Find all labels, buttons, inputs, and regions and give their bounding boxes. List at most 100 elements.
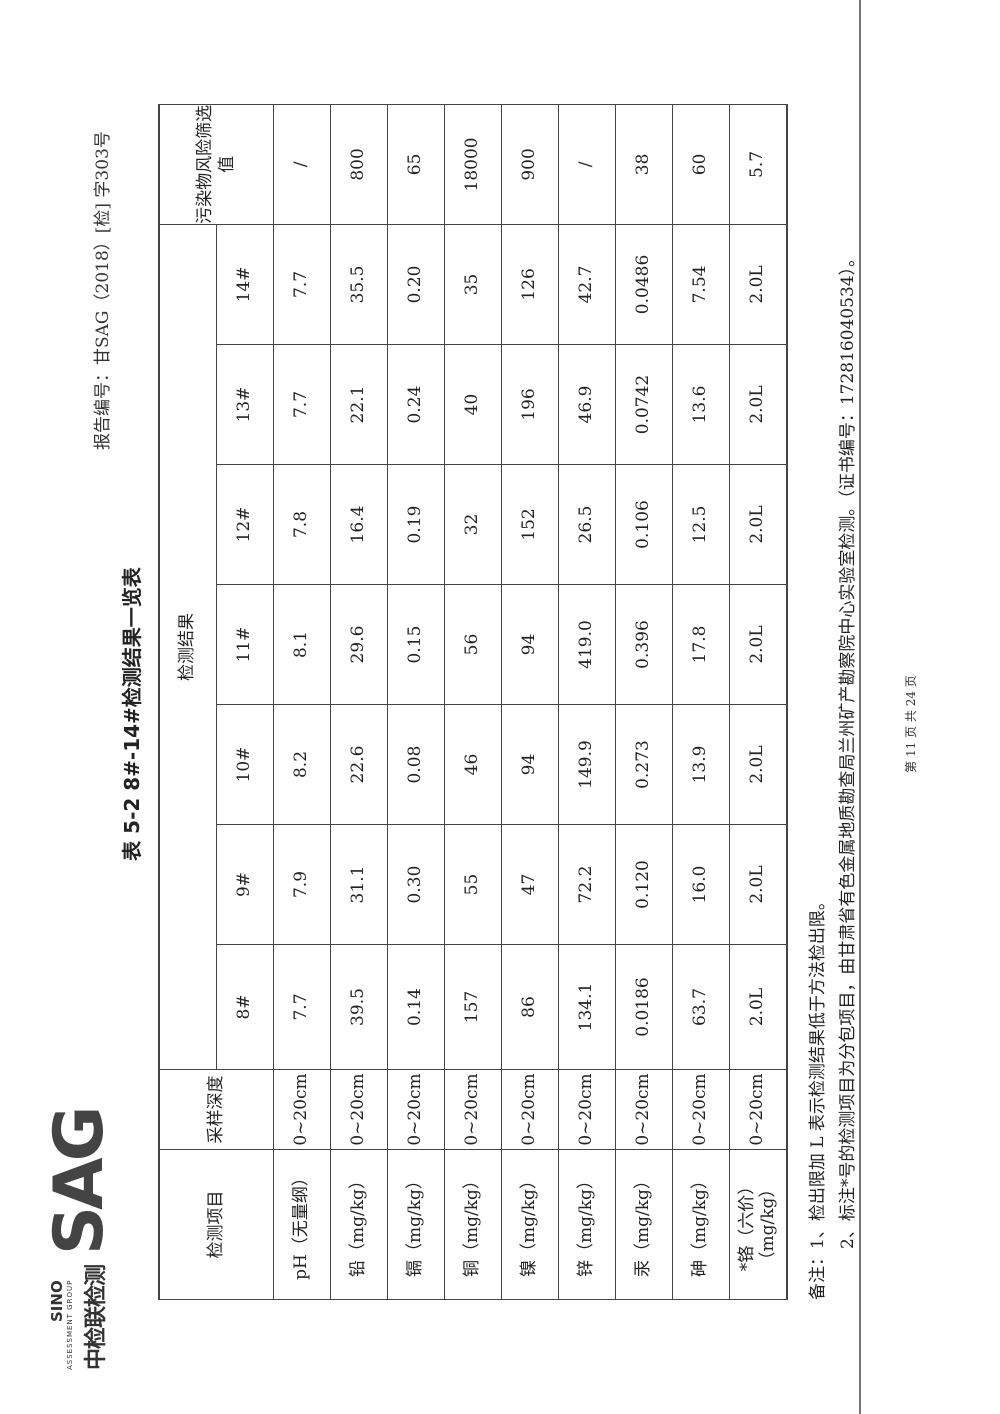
cell-value: 196: [501, 344, 559, 465]
logo-sag: SAG: [40, 1109, 119, 1255]
cell-value: 17.8: [672, 584, 730, 705]
cell-depth: 0~20cm: [615, 1069, 673, 1150]
cell-value: 12.5: [672, 464, 730, 585]
cell-depth: 0~20cm: [387, 1069, 445, 1150]
cell-value: 0.273: [615, 704, 673, 825]
company-logo: SINO ASSESSMENT GROUP 中检联检测 SAG: [40, 1080, 119, 1370]
cell-screening: 65: [387, 104, 445, 225]
cell-screening: 38: [615, 104, 673, 225]
cell-screening: 900: [501, 104, 559, 225]
logo-sino: SINO: [48, 1280, 66, 1322]
cell-screening: 18000: [444, 104, 502, 225]
cell-value: 0.106: [615, 464, 673, 585]
footer-divider: [859, 0, 861, 1414]
cell-value: 22.1: [330, 344, 388, 465]
table-row: 锌（mg/kg） 0~20cm 134.1 72.2 149.9 419.0 26.5 46.…: [558, 104, 616, 1300]
table-row: 汞（mg/kg） 0~20cm 0.0186 0.120 0.273 0.396 0.106…: [615, 104, 673, 1300]
cell-value: 46: [444, 704, 502, 825]
cell-value: 2.0L: [729, 584, 787, 705]
cell-value: 7.7: [273, 224, 331, 345]
header-item: 检测项目: [159, 1149, 274, 1300]
cell-depth: 0~20cm: [501, 1069, 559, 1150]
cell-value: 2.0L: [729, 224, 787, 345]
cell-value: 29.6: [330, 584, 388, 705]
cell-value: 16.4: [330, 464, 388, 585]
cell-value: 72.2: [558, 824, 616, 945]
cell-value: 152: [501, 464, 559, 585]
cell-screening: 60: [672, 104, 730, 225]
cell-value: 419.0: [558, 584, 616, 705]
cell-value: 2.0L: [729, 464, 787, 585]
cell-value: 13.6: [672, 344, 730, 465]
cell-value: 16.0: [672, 824, 730, 945]
cell-value: 157: [444, 944, 502, 1070]
header-sample: 13#: [216, 344, 274, 465]
cell-value: 0.396: [615, 584, 673, 705]
cell-depth: 0~20cm: [273, 1069, 331, 1150]
cell-value: 7.7: [273, 344, 331, 465]
cell-value: 86: [501, 944, 559, 1070]
table-row: 镍（mg/kg） 0~20cm 86 47 94 94 152 196 126 900: [501, 104, 559, 1300]
header-sample: 11#: [216, 584, 274, 705]
cell-value: 2.0L: [729, 344, 787, 465]
cell-value: 40: [444, 344, 502, 465]
cell-value: 94: [501, 584, 559, 705]
cell-item: 汞（mg/kg）: [615, 1149, 673, 1300]
cell-value: 0.0486: [615, 224, 673, 345]
cell-value: 0.0186: [615, 944, 673, 1070]
cell-value: 8.1: [273, 584, 331, 705]
header-screening: 污染物风险筛选值: [159, 104, 274, 225]
cell-item: 镉（mg/kg）: [387, 1149, 445, 1300]
cell-value: 35: [444, 224, 502, 345]
cell-depth: 0~20cm: [672, 1069, 730, 1150]
cell-value: 26.5: [558, 464, 616, 585]
cell-item: 砷（mg/kg）: [672, 1149, 730, 1300]
header-sample: 8#: [216, 944, 274, 1070]
note-2: 2、标注*号的检测项目为分包项目，由甘肃省有色金属地质勘查局兰州矿产勘察院中心实…: [838, 249, 858, 1300]
header-sample: 10#: [216, 704, 274, 825]
cell-value: 55: [444, 824, 502, 945]
cell-item: pH（无量纲）: [273, 1149, 331, 1300]
cell-screening: /: [558, 104, 616, 225]
page-number: 第 11 页 共 24 页: [904, 675, 918, 773]
cell-value: 31.1: [330, 824, 388, 945]
cell-value: 47: [501, 824, 559, 945]
cell-item: 铜（mg/kg）: [444, 1149, 502, 1300]
logo-group: ASSESSMENT GROUP: [66, 1279, 74, 1370]
table-row: *铬（六价）（mg/kg） 0~20cm 2.0L 2.0L 2.0L 2.0L 2.0L 2…: [729, 104, 787, 1300]
cell-value: 56: [444, 584, 502, 705]
cell-depth: 0~20cm: [330, 1069, 388, 1150]
cell-screening: 800: [330, 104, 388, 225]
cell-value: 7.9: [273, 824, 331, 945]
results-table: 检测项目 采样深度 检测结果 污染物风险筛选值 8# 9# 10# 11# 12# 13#…: [158, 103, 788, 1300]
table-row: 镉（mg/kg） 0~20cm 0.14 0.30 0.08 0.15 0.19 0.24 0.…: [387, 104, 445, 1300]
table-row: pH（无量纲） 0~20cm 7.7 7.9 8.2 8.1 7.8 7.7 7.7/: [273, 104, 331, 1300]
header-sample: 12#: [216, 464, 274, 585]
cell-value: 32: [444, 464, 502, 585]
cell-value: 0.30: [387, 824, 445, 945]
cell-value: 46.9: [558, 344, 616, 465]
cell-value: 42.7: [558, 224, 616, 345]
cell-value: 22.6: [330, 704, 388, 825]
cell-value: 39.5: [330, 944, 388, 1070]
cell-item: 镍（mg/kg）: [501, 1149, 559, 1300]
cell-item: 锌（mg/kg）: [558, 1149, 616, 1300]
table-row: 砷（mg/kg） 0~20cm 63.7 16.0 13.9 17.8 12.5 13.6 7.…: [672, 104, 730, 1300]
cell-value: 0.24: [387, 344, 445, 465]
cell-value: 126: [501, 224, 559, 345]
cell-value: 149.9: [558, 704, 616, 825]
cell-item: *铬（六价）（mg/kg）: [729, 1149, 787, 1300]
cell-value: 94: [501, 704, 559, 825]
cell-value: 0.08: [387, 704, 445, 825]
cell-value: 35.5: [330, 224, 388, 345]
table-title: 表 5-2 8#-14#检测结果一览表: [120, 567, 144, 861]
header-depth: 采样深度: [159, 1069, 274, 1150]
cell-value: 0.14: [387, 944, 445, 1070]
cell-value: 0.20: [387, 224, 445, 345]
cell-depth: 0~20cm: [444, 1069, 502, 1150]
note-1: 备注：1、检出限加 L 表示检测结果低于方法检出限。: [808, 893, 828, 1300]
header-results: 检测结果: [159, 224, 217, 1070]
cell-depth: 0~20cm: [558, 1069, 616, 1150]
logo-cn: 中检联检测: [84, 1264, 109, 1370]
